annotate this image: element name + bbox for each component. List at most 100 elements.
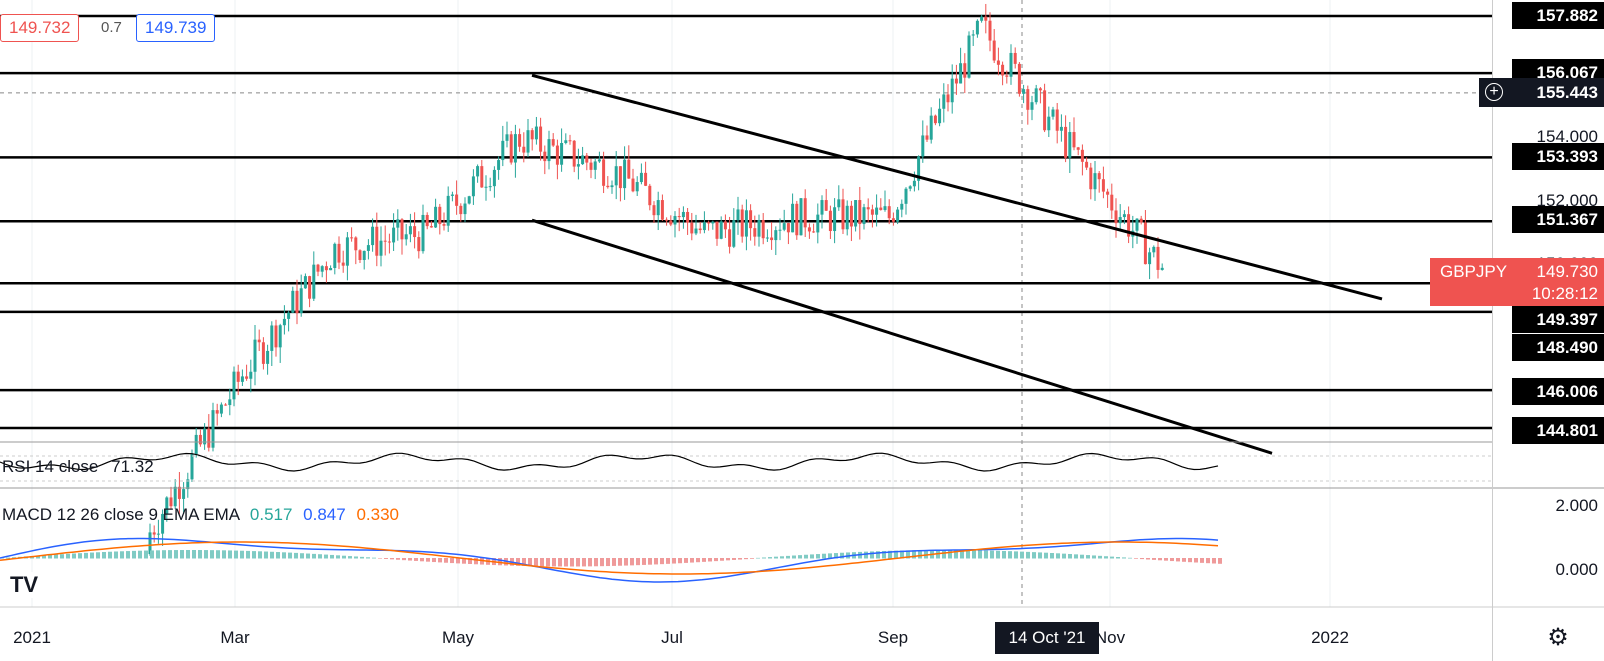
candle-body [837,199,841,208]
macd-histogram-bar [1002,550,1006,559]
macd-histogram-bar [96,552,100,559]
macd-histogram-bar [978,550,982,559]
macd-histogram-bar [270,551,274,559]
candle-body [984,16,988,21]
candle-body [711,221,715,224]
crosshair-price-value: 155.443 [1536,83,1598,102]
macd-histogram-bar [828,553,832,559]
candle-body [446,195,450,226]
level-label[interactable]: 146.006 [1512,378,1604,405]
candle-body [345,237,349,266]
candle-body [1051,109,1055,117]
macd-histogram-bar [834,553,838,559]
candle-body [274,325,278,348]
level-label[interactable]: 149.397 [1512,306,1604,333]
candle-body [761,220,765,239]
macd-histogram-bar [156,550,160,559]
candle-body [375,226,379,256]
level-label[interactable]: 148.490 [1512,334,1604,361]
candle-body [946,94,950,103]
macd-histogram-bar [1164,558,1168,561]
level-label[interactable]: 153.393 [1512,143,1604,170]
candle-body [148,532,152,555]
candle-body [488,186,492,188]
candle-body [644,172,648,186]
candle-body [610,185,614,188]
candle-body [631,178,635,192]
buy-price-button[interactable]: 149.739 [136,14,216,42]
macd-histogram-bar [330,554,334,559]
tradingview-logo[interactable]: TV [4,572,44,598]
candle-body [530,130,534,140]
level-label[interactable]: 144.801 [1512,417,1604,444]
macd-histogram-bar [756,557,760,559]
candle-body [560,143,564,165]
macd-histogram-bar [1218,558,1222,564]
macd-histogram-bar [942,550,946,559]
candle-body [249,371,253,379]
candle-body [1059,126,1063,131]
macd-legend[interactable]: MACD 12 26 close 9 EMA EMA 0.517 0.847 0… [2,505,399,525]
candle-body [635,182,639,192]
candle-body [434,206,438,228]
candle-body [820,200,824,215]
candle-body [774,230,778,241]
macd-histogram-bar [318,554,322,559]
candle-body [803,198,807,228]
macd-histogram-bar [810,554,814,559]
macd-histogram-bar [210,550,214,559]
support-resistance-levels[interactable] [0,14,1492,430]
candle-body [765,237,769,239]
candle-body [723,221,727,230]
macd-histogram-bar [360,556,364,559]
macd-histogram-bar [1122,557,1126,559]
candle-body [429,226,433,228]
last-price-badge[interactable]: GBPJPY 149.730 10:28:12 [1430,258,1604,306]
macd-histogram-bar [690,558,694,563]
macd-histogram-bar [948,550,952,559]
candle-body [1139,218,1143,223]
candle-body [660,200,664,220]
macd-hist-value: 0.517 [249,505,293,524]
macd-histogram-bar [798,555,802,559]
macd-histogram-bar [1176,558,1180,562]
candle-body [291,290,295,313]
plus-circle-icon[interactable]: + [1485,83,1503,101]
candle-body [807,227,811,232]
macd-histogram-bar [972,550,976,559]
candle-body [665,219,669,221]
macd-histogram-bar [78,553,82,559]
macd-histogram-bar [390,558,394,560]
time-tick: 2021 [13,628,51,647]
candle-body [257,339,261,343]
level-label[interactable]: 151.367 [1512,206,1604,233]
candle-body [190,453,194,480]
rsi-legend[interactable]: RSI 14 close 71.32 [2,457,154,477]
candle-body [854,200,858,227]
macd-pane [0,487,1604,583]
candle-body [971,34,975,36]
grid-lines [0,0,1492,607]
macd-histogram-bar [150,550,154,559]
macd-histogram-bar [300,553,304,559]
macd-histogram-bar [228,550,232,559]
sell-price-button[interactable]: 149.732 [0,14,80,42]
macd-histogram-bar [744,558,748,560]
candle-body [1085,161,1089,168]
level-label[interactable]: 157.882 [1512,2,1604,29]
candle-body [211,410,215,448]
candle-body [1017,63,1021,94]
trendlines[interactable] [531,73,1383,455]
macd-histogram-bar [264,551,268,559]
candle-body [480,166,484,188]
macd-histogram-bar [1008,551,1012,559]
macd-histogram-bar [450,558,454,564]
candle-body [728,229,732,247]
candle-body [471,176,475,197]
candle-body [715,221,719,239]
macd-histogram-bar [342,555,346,559]
gear-icon[interactable]: ⚙ [1547,624,1569,651]
